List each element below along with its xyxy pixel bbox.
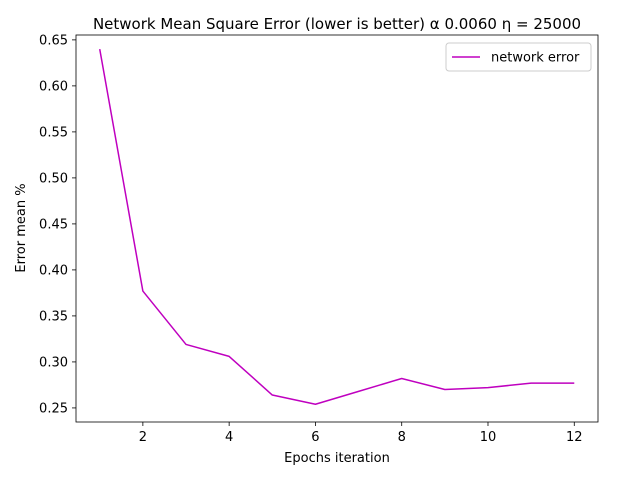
y-axis-label: Error mean % [14, 183, 29, 272]
y-tick-label: 0.55 [39, 125, 68, 140]
plot-area [76, 35, 598, 422]
y-tick-label: 0.50 [39, 171, 68, 186]
chart-title: Network Mean Square Error (lower is bett… [93, 15, 581, 33]
series-layer [98, 48, 575, 405]
x-tick-label: 6 [311, 430, 319, 445]
x-axis: 2 4 6 8 10 12 [139, 422, 583, 445]
plot-frame [75, 34, 599, 423]
legend-label: network error [491, 51, 580, 66]
y-tick-label: 0.30 [39, 355, 68, 370]
y-tick-label: 0.65 [39, 33, 68, 48]
x-tick-label: 8 [398, 430, 406, 445]
y-tick-label: 0.40 [39, 263, 68, 278]
y-tick-label: 0.35 [39, 309, 68, 324]
x-tick-label: 4 [225, 430, 233, 445]
x-axis-label: Epochs iteration [284, 451, 390, 466]
y-tick-label: 0.45 [39, 217, 68, 232]
x-tick-label: 2 [139, 430, 147, 445]
x-tick-label: 10 [480, 430, 497, 445]
y-axis: 0.25 0.30 0.35 0.40 0.45 0.50 0.55 0.60 0.65 [39, 33, 76, 416]
legend: network error [445, 42, 592, 72]
series-line-network-error [98, 48, 575, 405]
y-tick-label: 0.60 [39, 79, 68, 94]
x-tick-label: 12 [566, 430, 583, 445]
y-tick-label: 0.25 [39, 401, 68, 416]
legend-box [445, 42, 592, 72]
